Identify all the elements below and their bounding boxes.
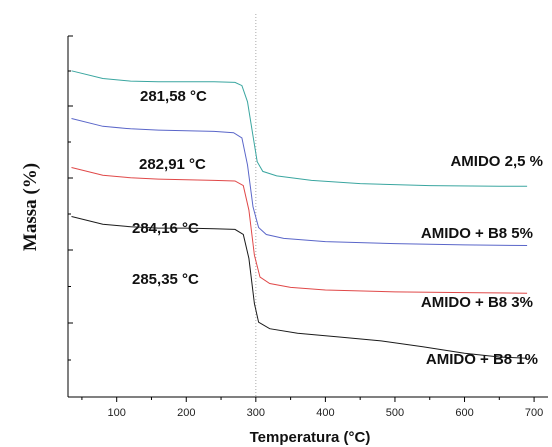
- series-label: AMIDO + B8 1%: [426, 351, 538, 368]
- x-tick-label: 500: [386, 407, 404, 419]
- x-tick-label: 600: [455, 407, 473, 419]
- series-label: AMIDO + B8 3%: [421, 294, 533, 311]
- x-tick-label: 300: [247, 407, 265, 419]
- x-tick-label: 100: [108, 407, 126, 419]
- series-line: [71, 167, 528, 294]
- series-line: [71, 216, 528, 359]
- series-line: [71, 118, 528, 246]
- onset-temperature-label: 282,91 °C: [139, 156, 206, 173]
- x-tick-label: 400: [316, 407, 334, 419]
- y-axis-title: Massa (%): [20, 163, 41, 251]
- onset-temperature-label: 281,58 °C: [140, 88, 207, 105]
- series-label: AMIDO 2,5 %: [450, 153, 543, 170]
- series-label: AMIDO + B8 5%: [421, 225, 533, 242]
- series-line: [71, 70, 528, 187]
- plot-area: 100 200 300 400 500 600 700 AMIDO 2,5 % 281,58 °…: [67, 14, 548, 419]
- x-tick-label: 200: [177, 407, 195, 419]
- x-axis-title: Temperatura (°C): [250, 429, 371, 446]
- x-tick-label: 700: [525, 407, 543, 419]
- onset-temperature-label: 285,35 °C: [132, 271, 199, 288]
